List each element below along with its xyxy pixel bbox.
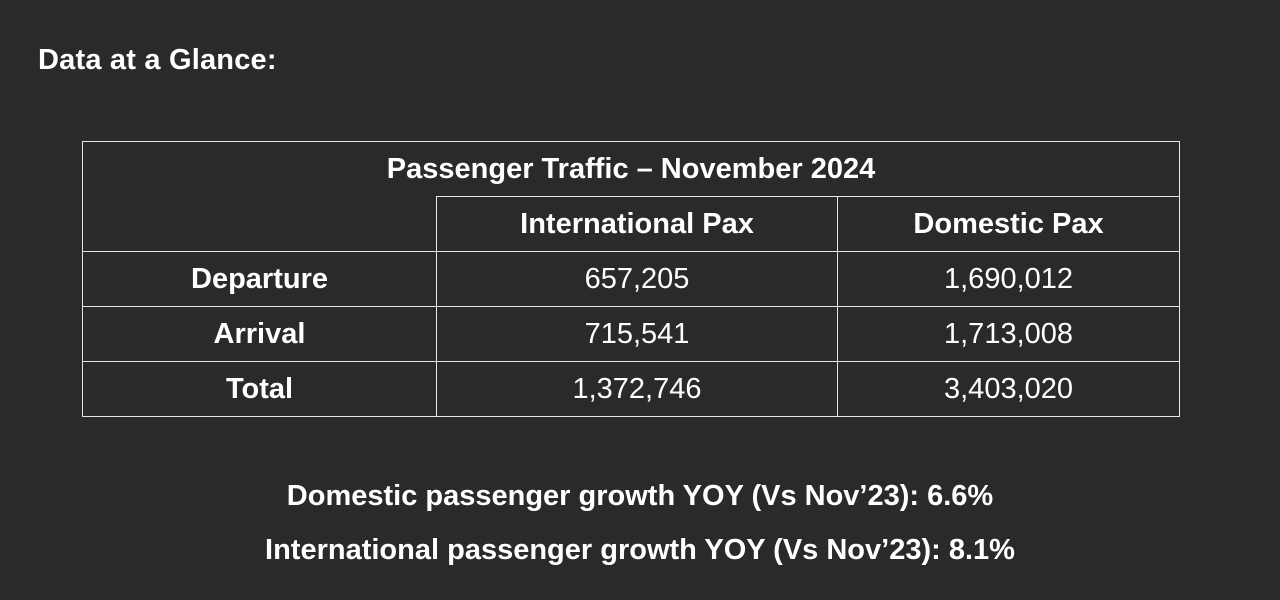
cell-arrival-international: 715,541 <box>436 306 838 362</box>
domestic-growth-text: Domestic passenger growth YOY (Vs Nov’23… <box>286 480 994 512</box>
column-header-international: International Pax <box>436 196 838 252</box>
cell-total-international: 1,372,746 <box>436 361 838 417</box>
international-growth-text: International passenger growth YOY (Vs N… <box>265 534 1015 566</box>
table-row-total: Total 1,372,746 3,403,020 <box>82 361 1181 417</box>
cell-departure-domestic: 1,690,012 <box>836 251 1181 307</box>
row-label-arrival: Arrival <box>82 306 437 362</box>
page-heading: Data at a Glance: <box>38 44 277 76</box>
column-header-domestic: Domestic Pax <box>836 196 1181 252</box>
table-header-row: International Pax Domestic Pax <box>82 196 1181 252</box>
passenger-traffic-table: Passenger Traffic – November 2024 Intern… <box>81 141 1181 417</box>
table-title: Passenger Traffic – November 2024 <box>81 141 1181 197</box>
table-row-departure: Departure 657,205 1,690,012 <box>82 251 1181 307</box>
row-label-departure: Departure <box>82 251 437 307</box>
cell-total-domestic: 3,403,020 <box>836 361 1181 417</box>
cell-departure-international: 657,205 <box>436 251 838 307</box>
row-label-total: Total <box>82 361 437 417</box>
table-corner-cell <box>82 196 437 252</box>
table-title-row: Passenger Traffic – November 2024 <box>81 141 1181 197</box>
table-row-arrival: Arrival 715,541 1,713,008 <box>82 306 1181 362</box>
cell-arrival-domestic: 1,713,008 <box>836 306 1181 362</box>
